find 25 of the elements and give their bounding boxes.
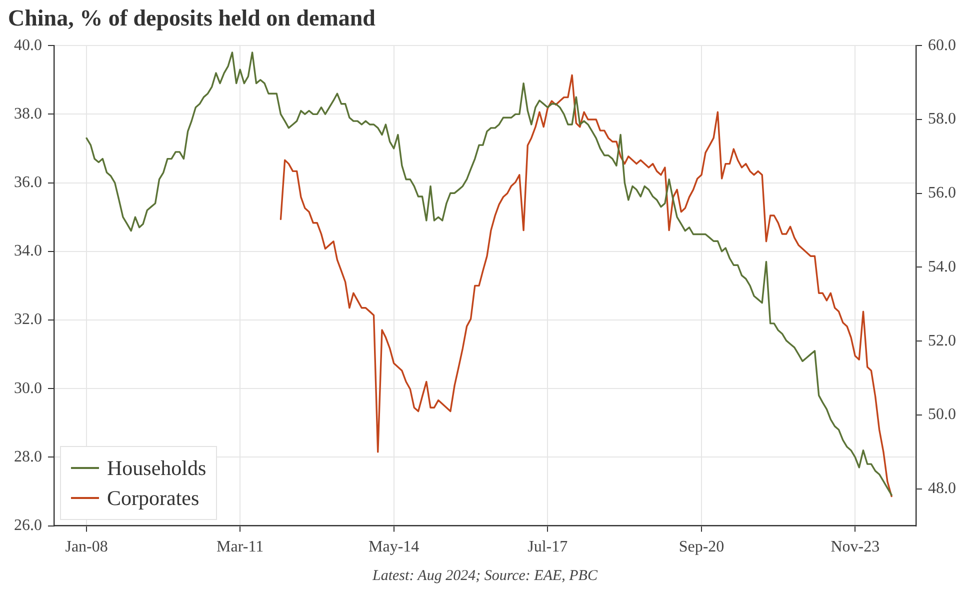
y-tick-label: 30.0 [14,380,42,397]
legend-label: Households [107,454,206,482]
y2-tick-label: 48.0 [928,480,956,498]
chart-title: China, % of deposits held on demand [8,6,376,31]
y2-tick-label: 50.0 [928,406,956,424]
x-tick-label: May-14 [368,538,420,556]
legend-label: Corporates [107,484,200,512]
y2-tick-label: 56.0 [928,184,956,202]
y-tick-label: 32.0 [14,311,42,328]
y2-tick-label: 60.0 [928,36,956,54]
y2-tick-label: 58.0 [928,110,956,128]
x-tick-label: Nov-23 [830,538,880,556]
x-tick-label: Sep-20 [678,538,724,556]
y-tick-label: 34.0 [14,242,42,260]
y-tick-label: 40.0 [14,36,42,54]
x-tick-label: Jul-17 [528,538,568,556]
x-tick-label: Mar-11 [216,538,264,556]
y-tick-label: 38.0 [14,105,42,122]
y-tick-label: 36.0 [14,174,42,192]
y-tick-label: 28.0 [14,448,42,466]
y2-tick-label: 54.0 [928,258,956,276]
y2-tick-label: 52.0 [928,332,956,350]
text: Latest: Aug 2024; Source: EAE, PBC [372,568,598,584]
y-tick-label: 26.0 [14,517,42,534]
x-tick-label: Jan-08 [65,538,108,556]
